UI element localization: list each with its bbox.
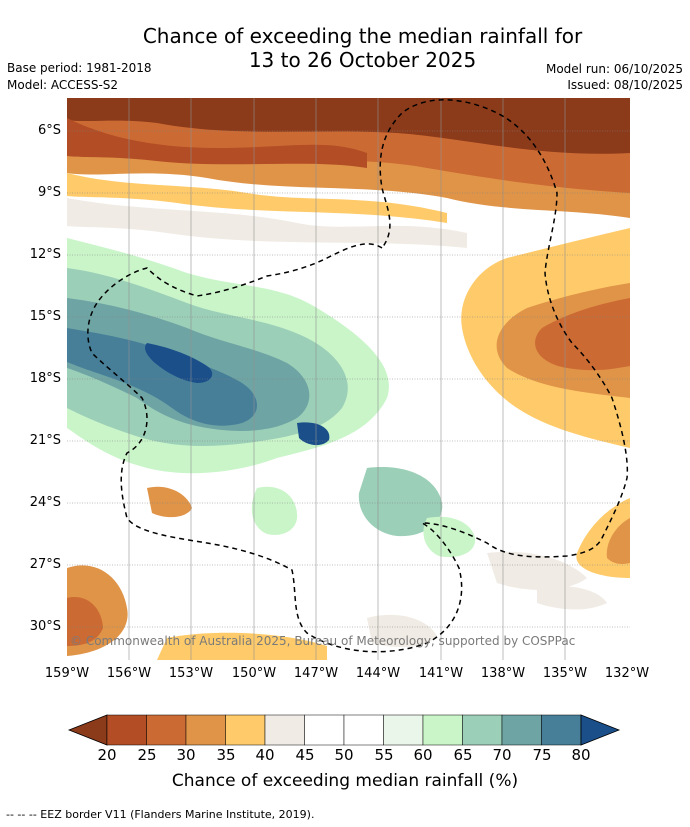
colorbar-tick: 50	[334, 746, 354, 764]
lon-label: 150°W	[231, 666, 277, 681]
lat-label: 6°S	[37, 123, 61, 138]
colorbar-tick: 30	[176, 746, 196, 764]
colorbar-tick: 35	[216, 746, 236, 764]
rainfall-map	[67, 98, 630, 660]
lon-label: 159°W	[44, 666, 90, 681]
colorbar-tick: 40	[255, 746, 275, 764]
base-period: Base period: 1981-2018	[7, 61, 152, 75]
colorbar-title: Chance of exceeding median rainfall (%)	[171, 771, 519, 791]
colorbar-extend-low	[67, 714, 108, 746]
colorbar-segment	[146, 714, 187, 746]
lon-label: 135°W	[542, 666, 588, 681]
colorbar-tick: 25	[137, 746, 157, 764]
lon-label: 156°W	[106, 666, 152, 681]
lon-label: 132°W	[604, 666, 650, 681]
colorbar-segment	[383, 714, 424, 746]
colorbar-tick: 45	[295, 746, 315, 764]
colorbar-segment	[462, 714, 503, 746]
model-run: Model run: 06/10/2025	[545, 62, 683, 76]
colorbar-segment	[106, 714, 147, 746]
lat-label: 18°S	[29, 371, 61, 386]
lat-label: 24°S	[29, 495, 61, 510]
colorbar-segment	[343, 714, 384, 746]
colorbar-segment	[422, 714, 463, 746]
colorbar-tick: 75	[532, 746, 552, 764]
colorbar-tick: 20	[97, 746, 117, 764]
title-line1: Chance of exceeding the median rainfall …	[142, 24, 583, 48]
colorbar-tick: 60	[413, 746, 433, 764]
eez-footnote: -- -- -- EEZ border V11 (Flanders Marine…	[6, 808, 315, 821]
colorbar-tick: 80	[571, 746, 591, 764]
lat-label: 15°S	[29, 309, 61, 324]
lon-label: 144°W	[355, 666, 401, 681]
colorbar-segment	[185, 714, 226, 746]
colorbar	[67, 714, 621, 746]
colorbar-segment	[304, 714, 345, 746]
model-name: Model: ACCESS-S2	[7, 78, 119, 92]
lat-label: 30°S	[29, 619, 61, 634]
lon-label: 153°W	[168, 666, 214, 681]
lat-label: 21°S	[29, 433, 61, 448]
title-line2: 13 to 26 October 2025	[248, 48, 477, 72]
colorbar-tick: 65	[453, 746, 473, 764]
issued-date: Issued: 08/10/2025	[567, 78, 683, 92]
colorbar-tick: 55	[374, 746, 394, 764]
colorbar-segment	[541, 714, 582, 746]
colorbar-extend-high	[580, 714, 621, 746]
copyright-notice: © Commonwealth of Australia 2025, Bureau…	[70, 634, 576, 648]
lat-label: 27°S	[29, 557, 61, 572]
colorbar-segment	[225, 714, 266, 746]
lon-label: 147°W	[293, 666, 339, 681]
lon-label: 138°W	[480, 666, 526, 681]
colorbar-segment	[501, 714, 542, 746]
colorbar-segment	[264, 714, 305, 746]
colorbar-tick: 70	[492, 746, 512, 764]
lat-label: 9°S	[37, 185, 61, 200]
lat-label: 12°S	[29, 247, 61, 262]
lon-label: 141°W	[418, 666, 464, 681]
